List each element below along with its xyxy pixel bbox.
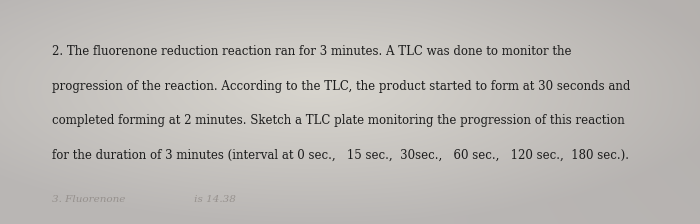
Text: completed forming at 2 minutes. Sketch a TLC plate monitoring the progression of: completed forming at 2 minutes. Sketch a…: [52, 114, 625, 127]
Text: progression of the reaction. According to the TLC, the product started to form a: progression of the reaction. According t…: [52, 80, 631, 93]
Text: for the duration of 3 minutes (interval at 0 sec.,   15 sec.,  30sec.,   60 sec.: for the duration of 3 minutes (interval …: [52, 149, 629, 162]
Text: 3. Fluorenone        is 14.38: 3. Fluorenone is 14.38: [52, 195, 237, 204]
Text: 2. The fluorenone reduction reaction ran for 3 minutes. A TLC was done to monito: 2. The fluorenone reduction reaction ran…: [52, 45, 572, 58]
